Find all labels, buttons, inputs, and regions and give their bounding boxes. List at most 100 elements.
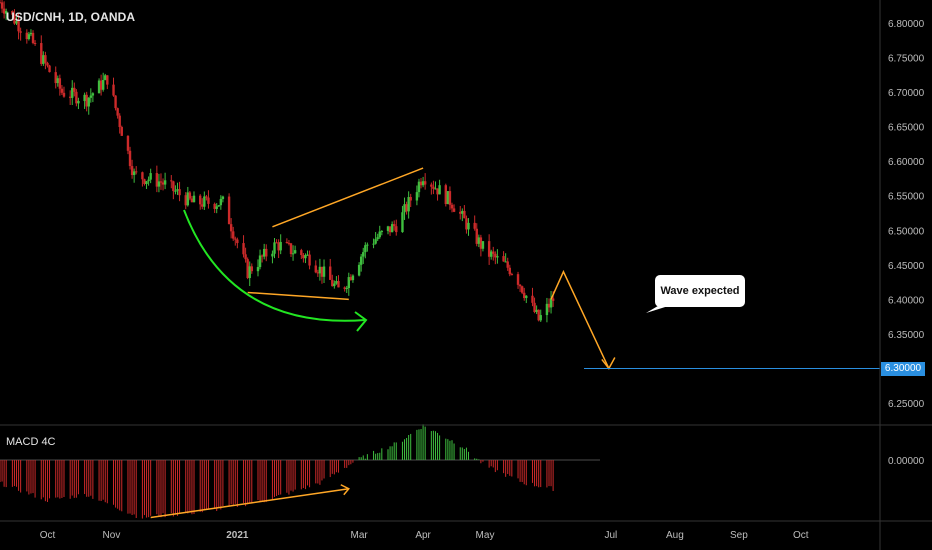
candle-body xyxy=(31,32,35,44)
candle-body xyxy=(215,206,218,209)
candle-body xyxy=(0,2,4,9)
candle-body xyxy=(101,79,105,90)
wave-callout: Wave expected xyxy=(655,275,745,307)
candle-body xyxy=(475,228,478,244)
candle-body xyxy=(393,224,396,227)
candle-body xyxy=(190,198,194,203)
time-tick-label: Mar xyxy=(350,530,368,541)
candle-body xyxy=(463,210,466,219)
candle-body xyxy=(333,283,336,287)
candle-body xyxy=(275,242,278,244)
projection-zigzag xyxy=(550,269,610,369)
candle-body xyxy=(407,197,410,212)
candle-body xyxy=(232,231,235,239)
price-tick-label: 6.70000 xyxy=(888,88,925,99)
candle-body xyxy=(374,239,377,244)
candle-body xyxy=(248,266,251,279)
candle-body xyxy=(289,243,293,255)
candle-body xyxy=(308,254,311,266)
candle-body xyxy=(258,255,262,268)
candle-body xyxy=(17,21,20,32)
candle-body xyxy=(234,238,237,240)
candle-body xyxy=(128,150,132,167)
candle-body xyxy=(366,244,369,246)
candle-body xyxy=(75,91,78,104)
candle-body xyxy=(130,166,134,176)
candle-body xyxy=(13,14,16,24)
candle-body xyxy=(535,309,538,313)
time-tick-label: Oct xyxy=(793,530,809,541)
price-tick-label: 6.35000 xyxy=(888,330,925,341)
price-tick-label: 6.25000 xyxy=(888,399,925,410)
candle-body xyxy=(337,281,340,288)
candle-body xyxy=(376,237,379,240)
time-tick-label: 2021 xyxy=(226,530,249,541)
price-tick-label: 6.65000 xyxy=(888,123,925,134)
candle-body xyxy=(390,224,394,233)
candle-body xyxy=(287,242,291,244)
candle-body xyxy=(496,256,499,258)
candle-body xyxy=(44,55,47,63)
price-tick-label: 6.40000 xyxy=(888,295,925,306)
candle-body xyxy=(77,101,80,104)
candle-body xyxy=(461,210,464,214)
candle-body xyxy=(343,287,346,289)
candle-body xyxy=(244,254,247,260)
candle-body xyxy=(320,266,324,277)
candle-body xyxy=(120,127,123,136)
candle-body xyxy=(314,265,317,273)
candle-body xyxy=(357,264,361,276)
candle-body xyxy=(143,179,146,184)
candle-body xyxy=(260,255,264,257)
candle-body xyxy=(386,226,390,231)
candle-body xyxy=(106,75,109,85)
candle-body xyxy=(203,196,206,207)
candle-body xyxy=(293,250,297,254)
candle-body xyxy=(27,34,31,40)
time-tick-label: Aug xyxy=(666,530,684,541)
candle-body xyxy=(40,43,43,64)
candle-body xyxy=(2,8,6,14)
candle-body xyxy=(87,97,90,107)
candle-body xyxy=(415,192,419,201)
candle-body xyxy=(302,255,305,259)
candle-body xyxy=(545,303,549,316)
candle-body xyxy=(473,222,476,229)
candle-body xyxy=(549,298,553,308)
time-tick-label: Sep xyxy=(730,530,748,541)
time-tick-label: May xyxy=(476,530,495,541)
price-trendline xyxy=(247,291,349,301)
candle-body xyxy=(186,192,190,206)
candle-body xyxy=(213,203,216,209)
candle-body xyxy=(60,88,64,93)
candle-body xyxy=(141,172,144,180)
candle-body xyxy=(279,241,282,251)
candle-body xyxy=(58,78,62,89)
candle-body xyxy=(54,72,57,84)
candle-body xyxy=(145,181,148,184)
candle-body xyxy=(147,179,150,182)
candle-body xyxy=(518,284,522,287)
candle-body xyxy=(71,87,74,98)
candle-body xyxy=(198,195,202,205)
macd-trendline xyxy=(150,488,349,519)
candle-body xyxy=(467,222,470,230)
target-price-tag: 6.30000 xyxy=(881,362,925,376)
candle-body xyxy=(432,186,435,189)
candle-body xyxy=(481,241,485,249)
symbol-title: USD/CNH, 1D, OANDA xyxy=(6,10,136,24)
candle-body xyxy=(450,204,454,209)
candle-body xyxy=(477,237,481,244)
candle-body xyxy=(372,243,375,245)
candle-body xyxy=(48,65,51,73)
candle-body xyxy=(405,204,408,212)
candle-body xyxy=(176,189,179,191)
candle-body xyxy=(29,32,33,35)
candle-body xyxy=(448,191,452,205)
candle-body xyxy=(434,188,437,190)
candle-body xyxy=(531,295,534,303)
candle-body xyxy=(401,212,404,233)
candle-body xyxy=(149,173,152,180)
